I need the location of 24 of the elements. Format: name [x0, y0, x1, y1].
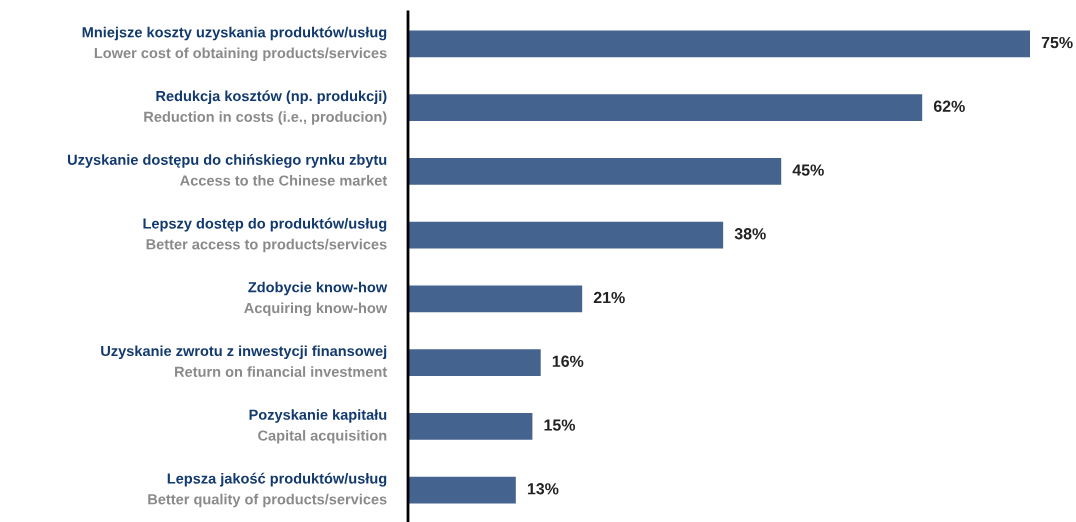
y-tick-label: Lepszy dostęp do produktów/usług Better access to products/services — [143, 217, 387, 253]
data-label: 75% — [1041, 36, 1073, 49]
data-label: 45% — [792, 164, 824, 176]
y-tick-label: Mniejsze koszty uzyskania produktów/usług Lower cost of obtaining products/services — [82, 26, 387, 62]
y-tick-label: Uzyskanie zwrotu z inwestycji finansowej Return on financial investment — [101, 345, 387, 377]
bar — [408, 412, 533, 440]
y-tick-label: Lepsza jakość produktów/usług Better quality of products/services — [148, 472, 387, 508]
data-label: 21% — [593, 291, 625, 304]
bar — [408, 221, 724, 249]
bar — [408, 285, 583, 313]
data-label: 38% — [734, 228, 766, 240]
y-tick-label: Uzyskanie dostępu do chińskiego rynku zbytu Access to the Chinese market — [67, 154, 387, 186]
bar — [408, 157, 782, 185]
y-tick-label: Redukcja kosztów (np. produkcji) Reduction in costs (i.e., producion) — [144, 90, 387, 125]
bar — [408, 476, 516, 504]
data-label: 13% — [527, 483, 559, 495]
bar — [408, 30, 1031, 58]
bar — [408, 94, 923, 122]
data-label: 62% — [933, 100, 965, 112]
y-tick-label: Pozyskanie kapitału Capital acquisition — [249, 409, 387, 444]
data-label: 16% — [552, 355, 584, 367]
bar — [408, 349, 541, 377]
data-label: 15% — [544, 419, 576, 431]
y-tick-label: Zdobycie know-how Acquiring know-how — [244, 281, 388, 317]
